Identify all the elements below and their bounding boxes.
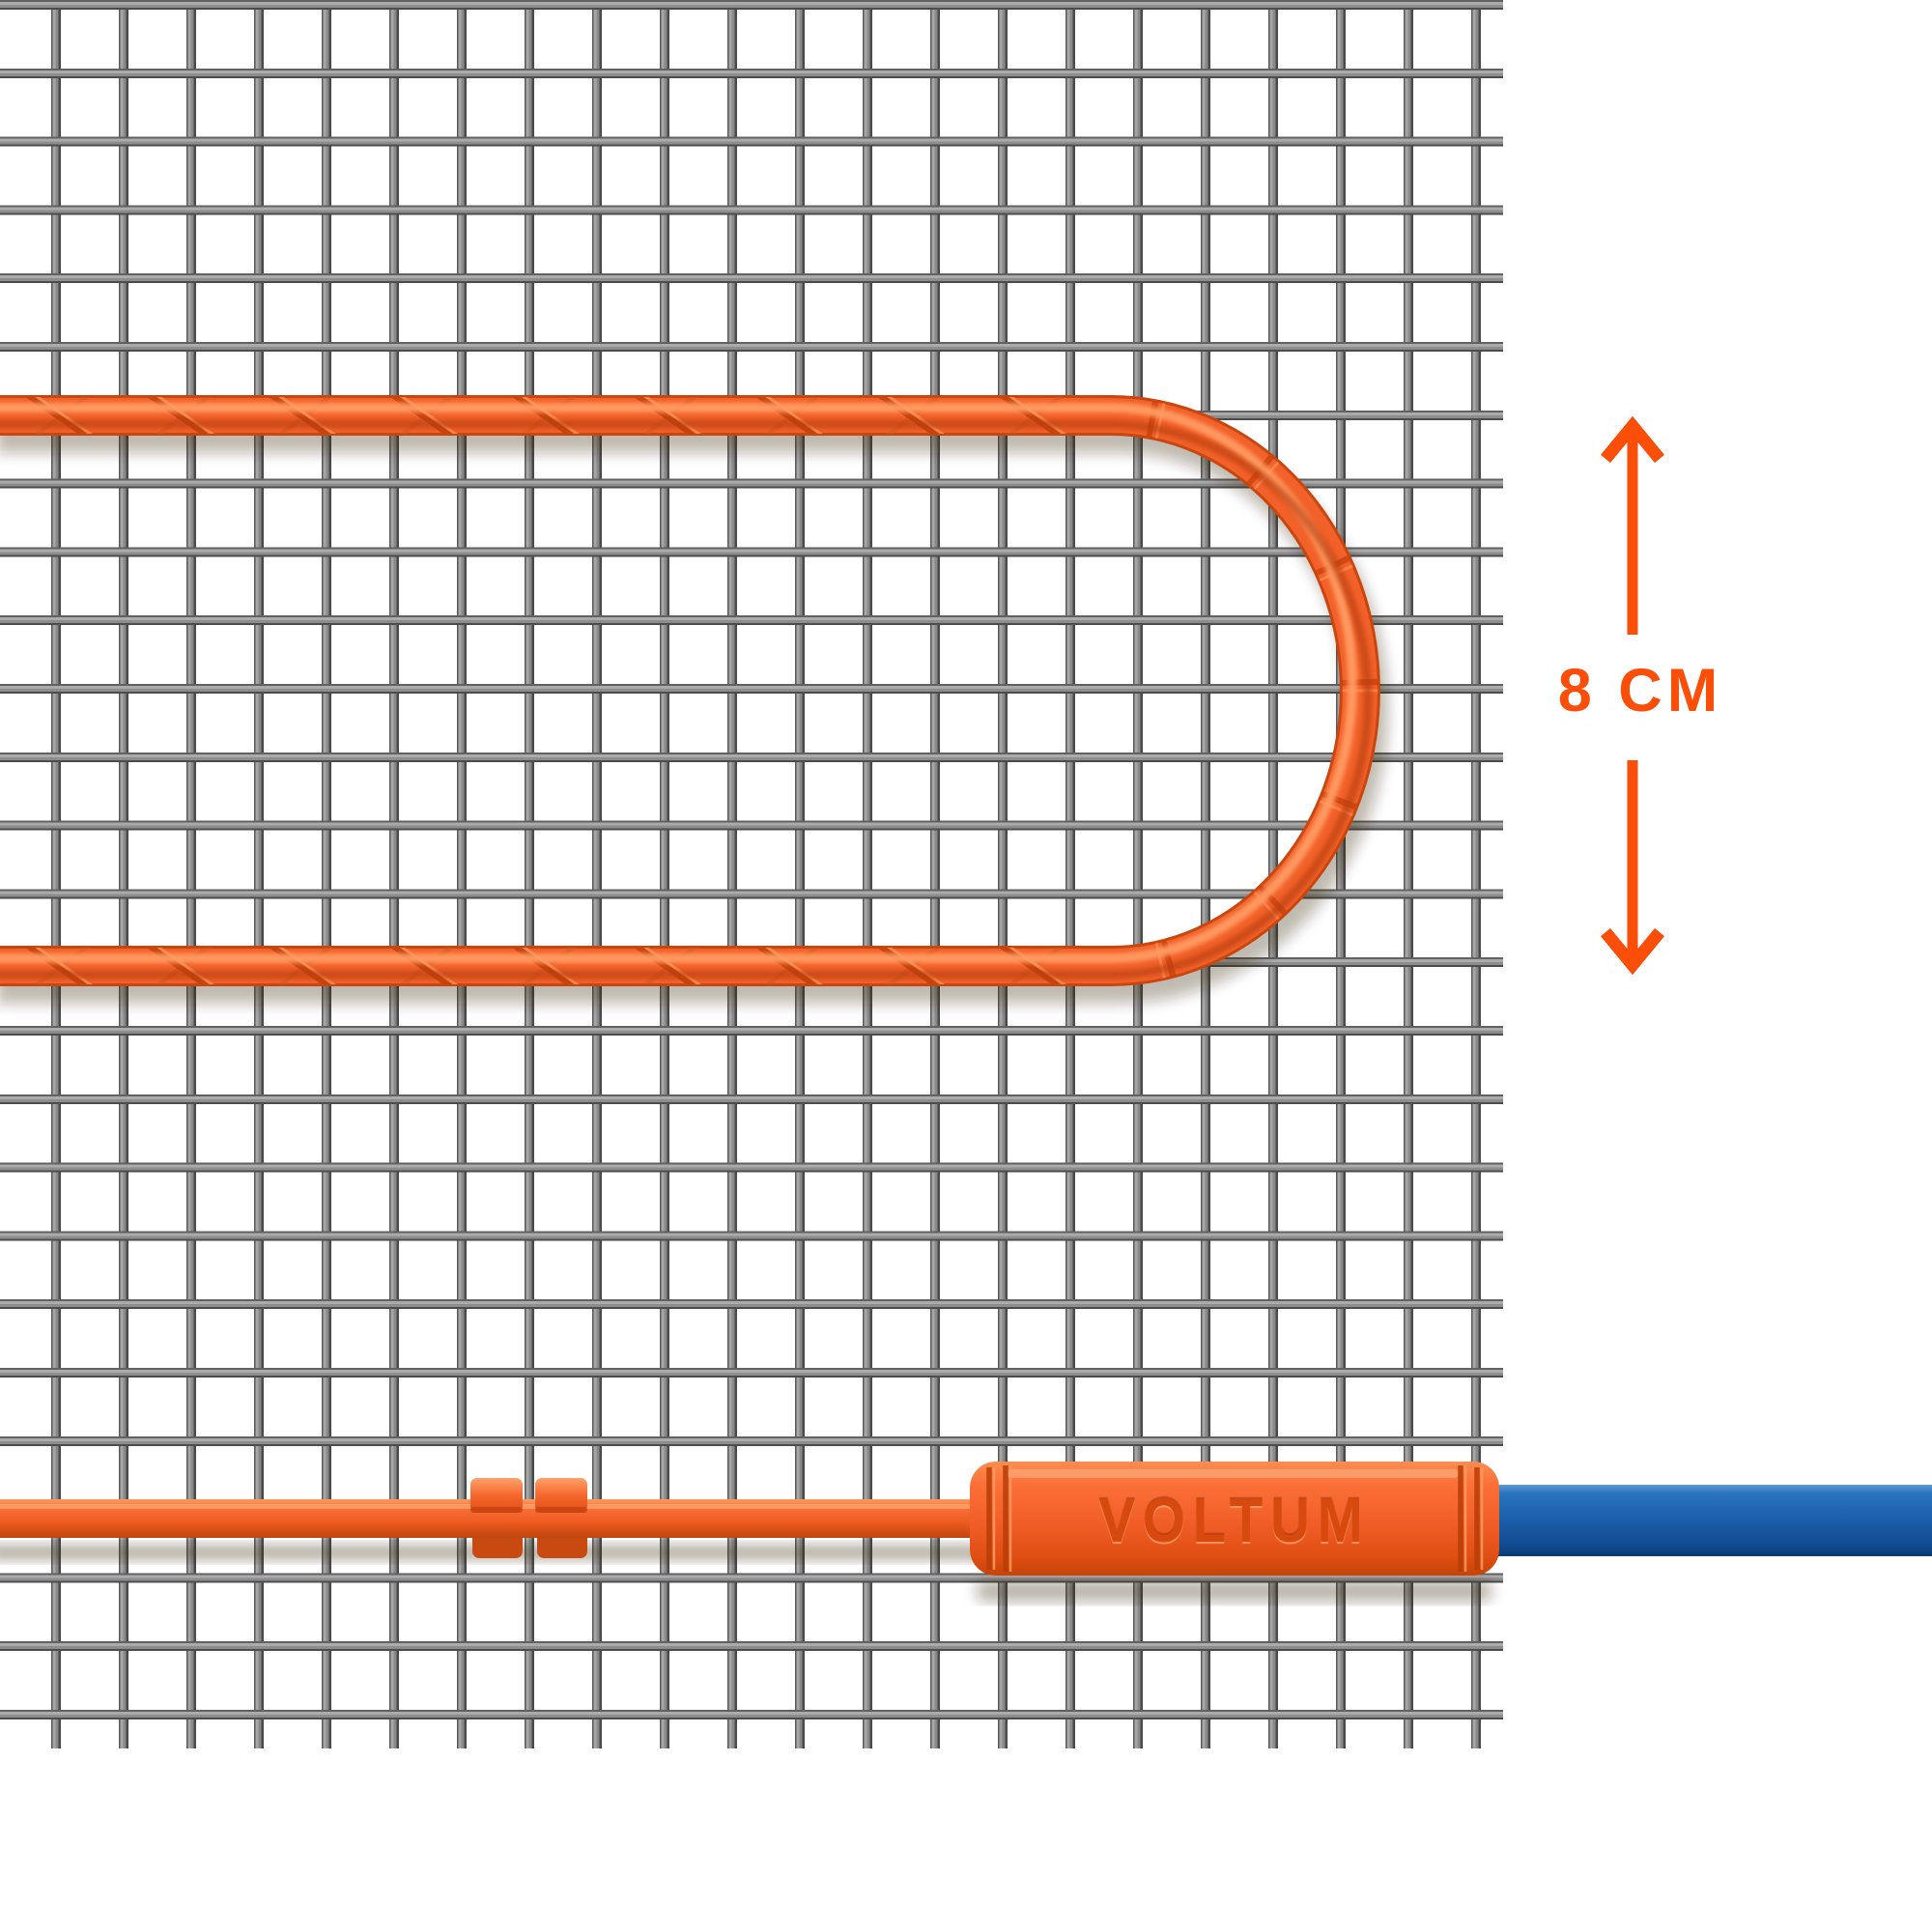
connector-brand-label: VOLTUM xyxy=(1098,1486,1371,1555)
arrow-down-icon xyxy=(1600,927,1665,976)
heating-cable xyxy=(0,395,1388,1004)
fixing-clip-2-top xyxy=(535,1478,587,1513)
spacing-label: 8 CM xyxy=(1557,657,1723,724)
heating-cable-body xyxy=(0,398,1378,983)
cable-spiral-texture-loop-light xyxy=(1110,397,1378,984)
fixing-clip-1-top xyxy=(470,1478,523,1513)
spacing-dimension-arrow xyxy=(1600,415,1665,976)
arrow-up-icon xyxy=(1600,415,1665,464)
cold-lead-assembly xyxy=(0,1462,1932,1602)
heating-cable-highlight xyxy=(0,403,1357,963)
fixing-clip-2 xyxy=(535,1478,587,1513)
connector-top-sheen xyxy=(1007,1469,1459,1478)
fixing-clip-2-edge xyxy=(535,1507,587,1513)
connector-shadow xyxy=(976,1580,1492,1602)
heating-cable-shade xyxy=(0,419,1373,980)
connector xyxy=(970,1462,1499,1576)
heating-cable-outline xyxy=(0,395,1380,986)
fixing-clip-1 xyxy=(470,1478,523,1513)
fixing-clip-1-edge xyxy=(470,1507,523,1513)
wire-mesh-horizontal-wires xyxy=(0,0,1503,1720)
power-cable-blue xyxy=(1488,1485,1932,1556)
connector-body xyxy=(970,1462,1499,1576)
heating-cable-shadow xyxy=(0,412,1388,1004)
